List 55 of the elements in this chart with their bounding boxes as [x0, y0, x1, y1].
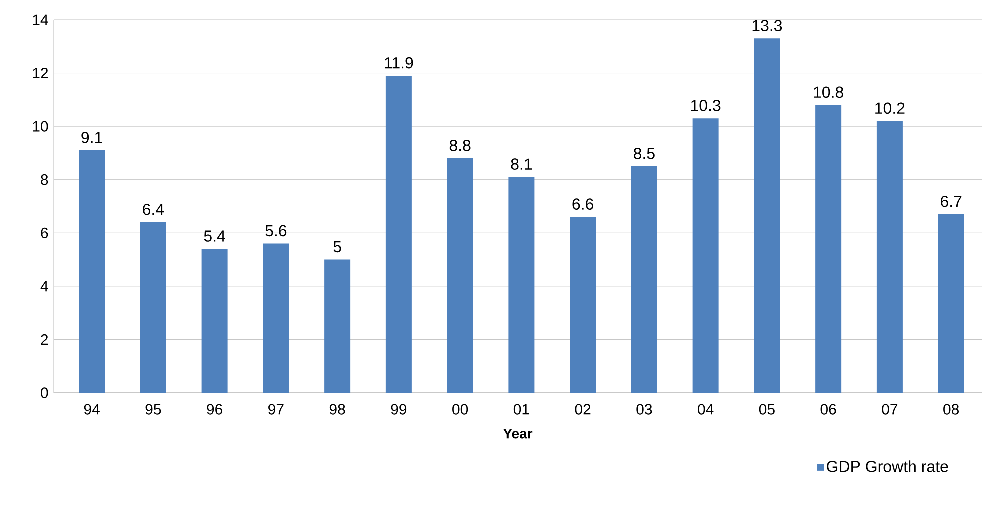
x-tick-label: 03: [636, 404, 652, 415]
bar: [816, 105, 842, 393]
bar: [631, 166, 658, 393]
y-tick-label: 12: [33, 68, 48, 79]
x-tick-label: 04: [698, 404, 714, 415]
bar: [754, 38, 780, 393]
y-tick-label: 8: [41, 174, 48, 186]
data-label: 6.4: [143, 204, 164, 216]
bar: [938, 214, 964, 393]
data-label: 9.1: [82, 132, 102, 144]
data-label: 8.5: [634, 148, 655, 160]
data-label: 6.6: [572, 198, 594, 210]
bar: [79, 150, 106, 393]
y-tick-label: 0: [41, 388, 48, 398]
bar: [140, 222, 166, 393]
data-label: 13.3: [752, 20, 782, 32]
y-tick-label: 14: [33, 14, 48, 26]
x-axis-title: Year: [503, 429, 533, 439]
x-tick-label: 02: [575, 404, 591, 415]
legend-label: GDP Growth rate: [827, 460, 948, 472]
bar: [386, 76, 412, 393]
bar: [876, 121, 903, 393]
x-tick-label: 06: [820, 404, 836, 415]
bar: [324, 260, 351, 393]
x-tick-label: 08: [944, 404, 960, 415]
data-label: 5.6: [266, 225, 287, 237]
bar: [447, 158, 474, 393]
bar: [202, 249, 228, 393]
x-tick-label: 98: [330, 404, 346, 415]
data-label: 10.8: [814, 86, 844, 98]
bar: [508, 177, 535, 393]
data-label: 8.8: [450, 140, 471, 152]
y-tick-label: 2: [41, 334, 48, 345]
data-label: 5: [334, 241, 342, 253]
x-tick-label: 07: [882, 404, 898, 415]
x-tick-label: 00: [452, 404, 468, 415]
bar: [692, 118, 719, 393]
data-label: 5.4: [204, 230, 226, 242]
x-tick-label: 97: [268, 404, 284, 415]
x-tick-label: 96: [207, 404, 222, 415]
x-tick-label: 94: [84, 404, 100, 415]
bar: [263, 244, 290, 393]
y-tick-label: 10: [33, 121, 48, 132]
data-label: 8.1: [511, 158, 532, 170]
data-label: 10.2: [876, 102, 905, 114]
y-tick-label: 4: [40, 281, 48, 292]
x-tick-label: 95: [146, 404, 162, 415]
y-tick-label: 6: [41, 228, 48, 238]
data-label: 10.3: [691, 100, 721, 112]
data-label: 6.7: [941, 196, 962, 208]
x-tick-label: 01: [514, 404, 530, 415]
x-tick-label: 99: [391, 404, 407, 415]
bar: [570, 217, 596, 393]
data-label: 11.9: [385, 57, 414, 69]
x-tick-label: 05: [759, 404, 775, 415]
